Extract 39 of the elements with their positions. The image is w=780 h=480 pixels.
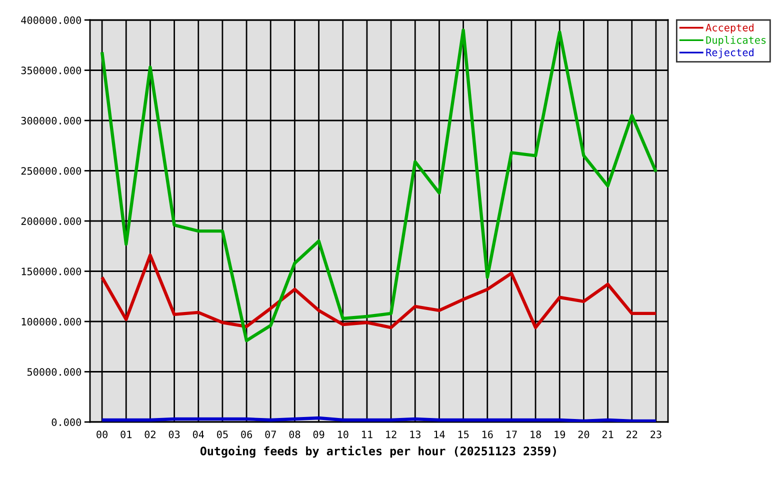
y-tick-label: 400000.000: [21, 16, 82, 24]
x-tick-label: 06: [241, 430, 252, 438]
x-tick-label: 21: [602, 430, 614, 438]
x-tick-label: 05: [217, 430, 228, 438]
x-tick-label: 01: [120, 430, 132, 438]
y-tick-label: 150000.000: [22, 268, 82, 276]
x-tick-label: 12: [386, 430, 396, 438]
x-tick-label: 22: [626, 430, 638, 438]
x-tick-label: 15: [458, 430, 469, 438]
y-tick-label: 50000.000: [27, 368, 82, 376]
x-tick-label: 16: [482, 430, 493, 438]
y-tick-label: 250000.000: [21, 167, 82, 175]
x-tick-label: 03: [168, 430, 180, 438]
legend-label: Rejected: [706, 48, 754, 58]
y-tick-label: 0.000: [52, 418, 82, 426]
x-tick-label: 17: [506, 430, 517, 438]
x-tick-label: 23: [650, 430, 662, 438]
x-tick-label: 07: [265, 430, 276, 438]
x-tick-label: 19: [554, 430, 566, 438]
legend-label: Duplicates: [706, 36, 766, 46]
x-tick-label: 09: [313, 430, 324, 438]
x-tick-label: 08: [289, 430, 300, 438]
x-axis-title: Outgoing feeds by articles per hour (20251123 2359): [200, 446, 556, 458]
legend-label: Accepted: [706, 24, 754, 34]
x-tick-label: 04: [192, 430, 204, 438]
line-series: [100, 28, 658, 342]
x-tick-label: 18: [530, 430, 541, 438]
x-tick-label: 14: [434, 430, 445, 438]
x-tick-label: 13: [410, 430, 420, 438]
x-tick-label: 10: [338, 430, 348, 438]
y-tick-label: 200000.000: [21, 217, 82, 226]
x-tick-label: 20: [578, 430, 590, 438]
x-tick-label: 02: [144, 430, 156, 438]
y-tick-label: 300000.000: [21, 116, 82, 125]
y-tick-label: 100000.000: [22, 318, 82, 326]
x-tick-label: 11: [362, 430, 372, 438]
line-series: [100, 254, 658, 330]
x-tick-label: 00: [96, 430, 108, 438]
y-tick-label: 350000.000: [21, 66, 82, 74]
